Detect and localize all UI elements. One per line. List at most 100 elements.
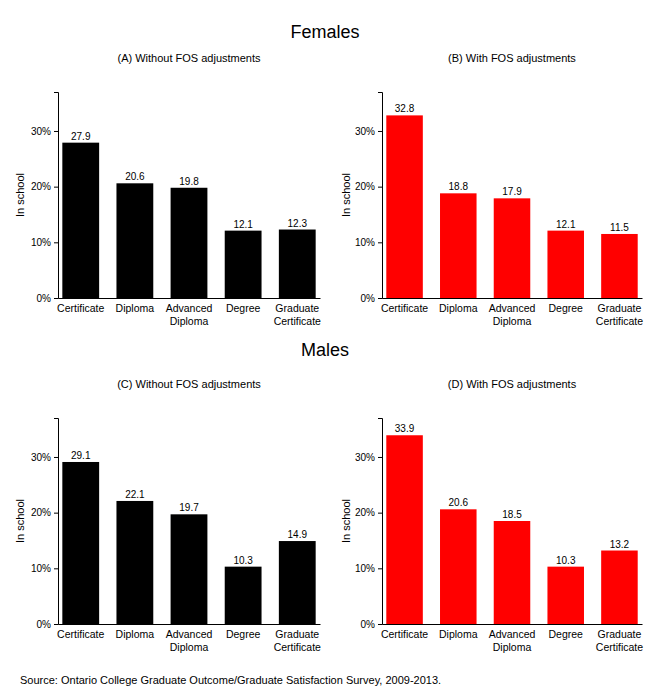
tick-mark [54,242,58,243]
y-axis: 0% 10% 20% 30% [355,419,383,630]
bar [225,567,262,624]
bars [62,462,315,624]
tick: 20% [31,181,58,192]
tick-label: 20% [355,181,375,192]
tick-label: 10% [355,237,375,248]
data-labels: 32.818.817.912.111.5 [395,103,629,233]
data-label: 10.3 [233,555,253,566]
x-axis: CertificateDiplomaAdvancedDiplomaDegreeG… [381,298,643,327]
tick: Certificate [381,624,428,640]
tick: Diploma [116,298,155,314]
axis-line [378,419,383,625]
tick-label-line: Certificate [274,315,321,327]
data-label: 20.6 [125,171,145,182]
tick-label: AdvancedDiploma [166,628,213,652]
tick: GraduateCertificate [274,624,321,653]
x-axis: CertificateDiplomaAdvancedDiplomaDegreeG… [57,624,321,653]
panel: (A) Without FOS adjustmentsIn school27.9… [14,52,321,327]
tick-label: Diploma [116,628,155,640]
tick: 30% [355,126,382,137]
axis-line [59,624,321,625]
tick-label-line: Degree [226,628,261,640]
tick-mark [378,187,382,188]
tick-label-line: Degree [548,302,583,314]
tick: 0% [361,293,382,304]
data-label: 29.1 [71,450,91,461]
section-heading: Females [290,22,359,42]
tick: GraduateCertificate [596,624,643,653]
bar [171,514,208,624]
tick-label: 0% [361,619,376,630]
tick: 10% [355,563,382,574]
tick: 0% [361,619,382,630]
data-label: 12.1 [556,219,576,230]
tick: 10% [355,237,382,248]
tick: Diploma [116,624,155,640]
tick-mark [54,457,58,458]
section-heading: Males [301,340,349,360]
y-axis-title: In school [340,499,352,543]
bar [601,551,638,624]
tick-mark [54,568,58,569]
tick: Certificate [381,298,428,314]
tick-label: 10% [31,563,51,574]
tick: Degree [226,298,261,314]
data-label: 19.8 [179,176,199,187]
data-label: 20.6 [449,497,469,508]
tick-label: Certificate [57,628,104,640]
tick-label-line: Diploma [116,302,155,314]
tick-label: 10% [355,563,375,574]
bar [440,509,477,624]
tick-label: Degree [548,628,583,640]
axis-line [54,419,59,625]
chart-title: (C) Without FOS adjustments [117,378,261,390]
data-labels: 29.122.119.710.314.9 [71,450,307,566]
tick-label: Degree [548,302,583,314]
data-labels: 27.920.619.812.112.3 [71,131,307,230]
tick-mark [54,131,58,132]
tick-label-line: Diploma [439,302,478,314]
axis-line [59,298,321,299]
tick: AdvancedDiploma [489,624,536,653]
data-label: 22.1 [125,489,145,500]
tick-label-line: Certificate [596,641,643,653]
axis-line [54,93,59,299]
bar [279,541,316,624]
tick-label: 20% [355,507,375,518]
data-label: 12.3 [288,218,308,229]
data-label: 13.2 [610,539,630,550]
tick: AdvancedDiploma [166,624,213,653]
tick-label-line: Diploma [170,315,209,327]
tick-label: 30% [31,452,51,463]
chart-title: (D) With FOS adjustments [448,378,577,390]
tick-label: GraduateCertificate [274,302,321,326]
source-note: Source: Ontario College Graduate Outcome… [20,674,441,686]
data-label: 17.9 [502,186,522,197]
tick-label-line: Certificate [381,302,428,314]
y-axis: 0%10%20%30% [31,93,59,304]
bars [386,435,637,624]
tick: Certificate [57,298,104,314]
data-label: 33.9 [395,423,415,434]
tick-label: Certificate [381,628,428,640]
x-axis: CertificateDiplomaAdvancedDiplomaDegreeG… [57,298,321,327]
axis-line [383,298,643,299]
tick: 20% [31,507,58,518]
tick-label-line: Graduate [275,302,319,314]
tick-label-line: Degree [548,628,583,640]
tick: 10% [31,563,58,574]
data-labels: 33.920.618.510.313.2 [395,423,630,565]
bar [279,230,316,298]
tick: 0% [37,619,58,630]
tick-mark [378,624,382,625]
tick-label-line: Diploma [170,641,209,653]
tick-mark [54,624,58,625]
chart-title: (A) Without FOS adjustments [117,52,261,64]
tick: 30% [355,452,382,463]
bar [547,567,584,624]
data-label: 14.9 [288,529,308,540]
tick-label-line: Graduate [275,628,319,640]
tick-label: Diploma [116,302,155,314]
bar [116,501,153,624]
tick-mark [378,131,382,132]
